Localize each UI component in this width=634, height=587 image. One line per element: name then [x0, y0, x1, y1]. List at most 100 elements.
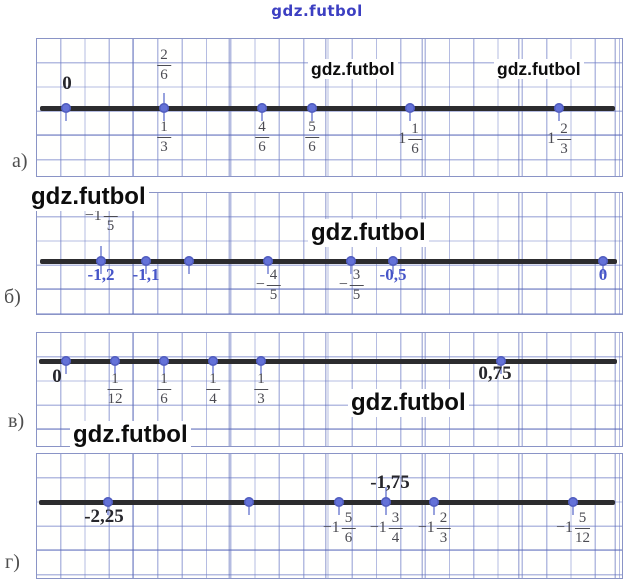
number-line-point [61, 103, 71, 113]
fraction-denominator: 6 [160, 67, 168, 83]
number-line-point [159, 356, 169, 366]
number-line-point [496, 356, 506, 366]
fraction-denominator: 3 [439, 530, 448, 546]
point-label: −1 5 12 [556, 510, 591, 546]
fraction-denominator: 3 [560, 141, 568, 157]
point-label: 0,75 [478, 363, 512, 384]
fraction-denominator: 5 [269, 287, 278, 303]
number-line-point [568, 497, 578, 507]
number-line [39, 359, 617, 364]
fraction-denominator: 6 [160, 391, 168, 407]
number-line [39, 500, 615, 505]
site-title-watermark: gdz.futbol [271, 2, 363, 20]
fraction-numerator: 5 [341, 510, 356, 529]
tick-mark [163, 113, 165, 121]
fraction-denominator: 5 [352, 287, 361, 303]
number-line-point [96, 256, 106, 266]
number-line-point [61, 356, 71, 366]
fraction-denominator: 3 [257, 391, 265, 407]
number-line-point [554, 103, 564, 113]
number-line-point [381, 497, 391, 507]
tick-mark [145, 266, 147, 274]
fraction-denominator: 4 [391, 530, 400, 546]
point-label: -0,5 [379, 265, 407, 284]
fraction-numerator: 1 [206, 371, 220, 390]
tick-mark [261, 113, 263, 121]
point-label: 0 [598, 265, 608, 284]
fraction-denominator: 6 [308, 139, 316, 155]
panel-letter-b: б) [4, 286, 21, 308]
number-line-point [334, 497, 344, 507]
tick-mark [558, 113, 560, 121]
watermark: gdz.futbol [28, 183, 149, 211]
number-line-point [159, 103, 169, 113]
fraction-whole-part: − [338, 276, 348, 293]
tick-mark [100, 266, 102, 274]
panel-b: −115-1,2-1,1−45−35-0,50 [36, 192, 623, 315]
number-line-point [307, 103, 317, 113]
fraction-denominator: 3 [160, 139, 168, 155]
panel-letter-v: в) [8, 410, 25, 432]
tick-mark [248, 507, 250, 515]
fraction-whole-part: −1 [322, 519, 340, 536]
tick-mark [188, 266, 190, 274]
fraction-numerator: 1 [254, 371, 268, 390]
tick-mark [572, 507, 574, 515]
point-label: -2,25 [84, 506, 124, 527]
fraction-denominator: 5 [106, 218, 115, 234]
tick-mark [392, 266, 394, 274]
watermark: gdz.futbol [494, 59, 584, 80]
fraction-numerator: 5 [305, 119, 319, 138]
number-line [40, 106, 615, 111]
point-label: −1 3 4 [370, 510, 403, 546]
number-line-point [405, 103, 415, 113]
tick-mark [385, 487, 387, 497]
tick-mark [350, 266, 352, 274]
point-label: -1,2 [87, 265, 115, 284]
fraction-whole-part: − [255, 276, 265, 293]
fraction-whole-part: 1 [398, 130, 407, 147]
tick-mark [500, 366, 502, 374]
number-line-point [244, 497, 254, 507]
point-label: 1 12 [107, 371, 123, 407]
fraction-numerator: 2 [157, 47, 171, 66]
fraction-numerator: 1 [107, 371, 123, 390]
fraction-whole-part: −1 [417, 519, 435, 536]
number-line-point [388, 256, 398, 266]
tick-mark [338, 507, 340, 515]
fraction-numerator: 4 [255, 119, 269, 138]
point-label: 0 [52, 366, 62, 387]
fraction-numerator: 5 [575, 510, 591, 529]
number-line [40, 259, 617, 264]
watermark: gdz.futbol [348, 389, 469, 417]
tick-mark [409, 113, 411, 121]
fraction-numerator: 4 [266, 267, 281, 286]
fraction-numerator: 3 [349, 267, 364, 286]
tick-mark [107, 507, 109, 515]
panel-g: -2,25 −1 5 6 -1,75 −1 3 4 −1 2 3 −1 5 12 [36, 453, 623, 579]
point-label: -1,1 [132, 265, 160, 284]
fraction-denominator: 12 [107, 391, 123, 407]
stacked-fraction: 5 12 [575, 510, 591, 546]
panel-v: 0 1 12 1 6 1 4 1 3 0,75 [36, 332, 623, 447]
tick-mark [212, 366, 214, 374]
point-label: -1,75 [370, 472, 410, 493]
number-line-point [184, 256, 194, 266]
tick-mark [267, 266, 269, 274]
tick-mark [311, 113, 313, 121]
